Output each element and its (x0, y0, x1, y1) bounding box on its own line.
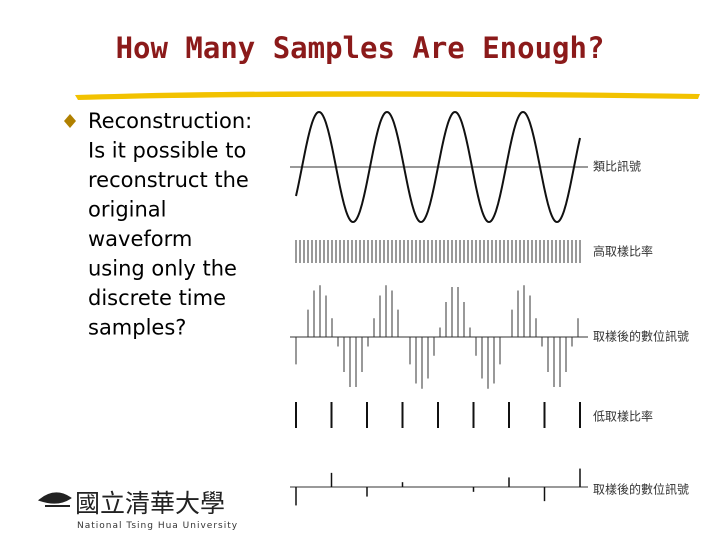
logo: 國立清華大學 National Tsing Hua University (37, 489, 238, 531)
bullet-line: using only the (88, 257, 237, 281)
bullet-line: original (88, 198, 167, 222)
figure-label: 高取樣比率 (593, 244, 653, 259)
bullet-line: discrete time (88, 286, 226, 310)
bullet-line: Reconstruction: (88, 109, 252, 133)
figure-label: 取樣後的數位訊號 (593, 329, 689, 344)
title-underline (75, 91, 700, 100)
figure-label: 類比訊號 (593, 159, 641, 174)
logo-name: 國立清華大學 (75, 489, 225, 518)
analog-wave (295, 110, 581, 224)
slide-title: How Many Samples Are Enough? (116, 31, 605, 65)
bullet-line: reconstruct the (88, 168, 249, 192)
logo-english: National Tsing Hua University (77, 521, 238, 531)
bullet-line: waveform (88, 227, 192, 251)
bullet-text: Reconstruction: Is it possible to reconstr… (88, 109, 252, 340)
bullet-line: samples? (88, 316, 186, 340)
bullet-marker (64, 114, 76, 128)
logo-mark (37, 492, 72, 507)
bullet-line: Is it possible to (88, 139, 246, 163)
figure-label: 取樣後的數位訊號 (593, 482, 689, 497)
figure-label: 低取樣比率 (593, 409, 653, 424)
